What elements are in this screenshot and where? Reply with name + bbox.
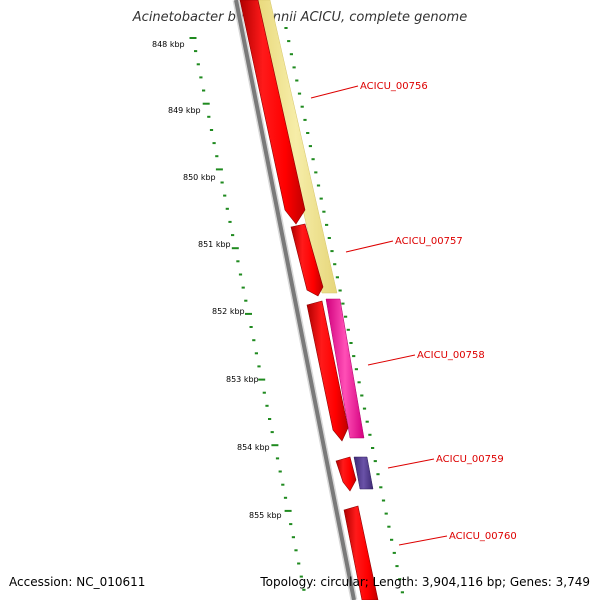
gene-label[interactable]: ACICU_00759 (436, 454, 504, 465)
genome-backbone (232, 0, 358, 600)
feature-band-pink (325, 298, 365, 439)
gene-label[interactable]: ACICU_00760 (449, 531, 517, 542)
gene-label[interactable]: ACICU_00756 (360, 81, 428, 92)
gene-labels: ACICU_00756 ACICU_00757 ACICU_00758 ACIC… (360, 81, 517, 542)
page-title: Acinetobacter baumannii ACICU, complete … (132, 10, 468, 25)
gene-label[interactable]: ACICU_00758 (417, 350, 485, 361)
gene-leader-line (310, 85, 359, 99)
gene-leader-line (387, 458, 435, 469)
ruler-ticks (189, 37, 306, 591)
ruler-label: 852 kbp (212, 307, 245, 316)
genome-stats-text: Topology: circular; Length: 3,904,116 bp… (260, 575, 590, 589)
feature-band-purple (353, 456, 374, 490)
accession-text: Accession: NC_010611 (9, 575, 146, 589)
ruler-label: 854 kbp (237, 443, 270, 452)
gene-leader-line (367, 354, 416, 366)
ruler-label: 849 kbp (168, 106, 201, 115)
cds-arrow (335, 456, 357, 492)
ruler-label: 853 kbp (226, 375, 259, 384)
gene-leader-line (398, 535, 448, 546)
gene-leader-line (345, 240, 394, 253)
cds-arrow (343, 505, 379, 600)
ruler-label: 851 kbp (198, 240, 231, 249)
gene-label[interactable]: ACICU_00757 (395, 236, 463, 247)
cds-arrow (306, 300, 349, 442)
gene-leader-lines (310, 85, 448, 546)
cds-arrow (239, 0, 306, 225)
ruler-label: 850 kbp (183, 173, 216, 182)
ruler-labels: 848 kbp 849 kbp 850 kbp 851 kbp 852 kbp … (152, 40, 282, 520)
cds-arrows (239, 0, 379, 600)
ruler-label: 848 kbp (152, 40, 185, 49)
feature-track-ticks (284, 27, 404, 594)
cds-arrow (290, 223, 324, 297)
ruler-label: 855 kbp (249, 511, 282, 520)
